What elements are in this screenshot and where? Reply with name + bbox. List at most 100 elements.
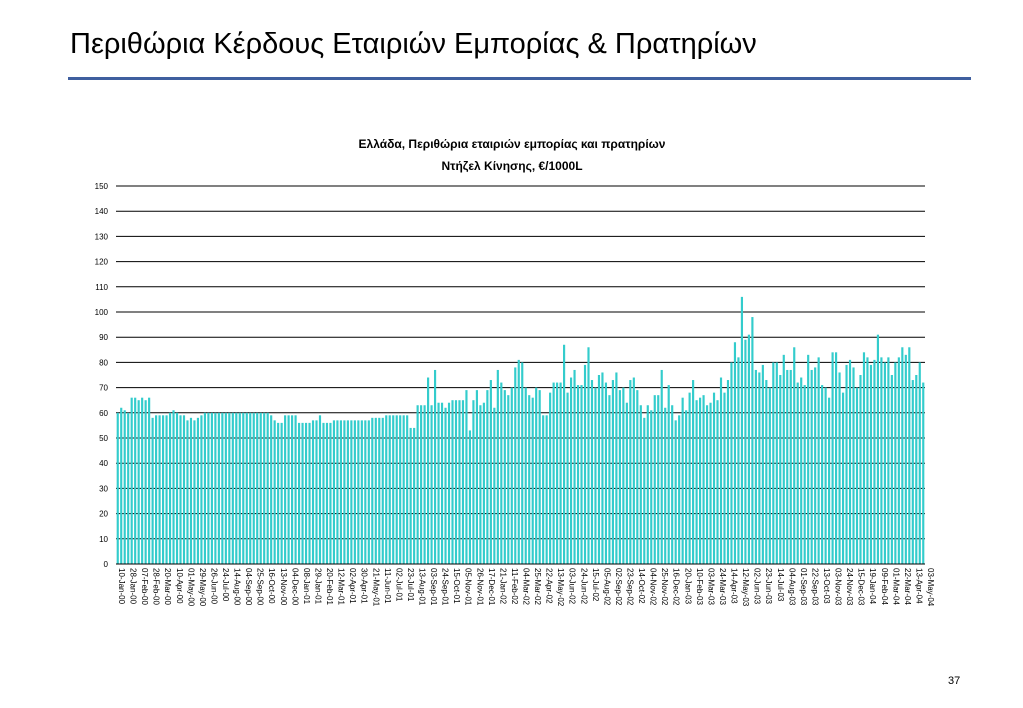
bar [692,380,695,564]
bar [702,395,705,564]
bar [231,412,234,564]
y-axis-ticks: 0 10 20 30 40 50 60 70 80 90 100 110 120 130 140 150 [95,182,109,569]
y-tick-label: 110 [95,283,108,292]
bar [385,415,388,564]
x-tick-label: 20-Jan-03 [683,568,692,605]
bar [650,410,653,564]
bar [601,372,604,564]
x-tick-label: 16-Oct-00 [267,568,276,604]
bar [371,417,374,564]
bar [322,422,325,564]
bar [165,415,168,564]
x-tick-label: 03-May-04 [926,568,935,607]
bar [904,354,907,564]
bar [325,422,329,564]
bar [894,362,897,564]
bar [395,415,398,564]
x-tick-label: 14-Apr-03 [730,568,739,604]
bar [751,317,754,564]
y-tick-label: 10 [99,535,108,544]
bar [343,420,346,564]
bar [848,359,852,564]
y-tick-label: 140 [95,207,109,216]
bar [339,420,342,564]
bar [622,387,625,564]
bar [625,402,628,564]
x-tick-label: 12-May-03 [741,568,750,607]
bar [807,354,810,564]
bar [681,397,684,564]
bar [472,400,475,564]
x-tick-label: 25-Sep-00 [256,568,265,606]
bar [346,420,349,564]
bar [880,357,883,564]
y-tick-label: 60 [99,409,108,418]
x-tick-label: 14-Oct-02 [637,568,646,604]
x-tick-label: 03-Jun-02 [568,568,577,605]
y-tick-label: 90 [99,333,108,342]
bar [158,415,161,564]
bar [744,339,747,564]
bar [423,405,426,564]
bar [814,367,817,564]
bar [427,377,430,564]
bar [517,359,520,564]
bar [535,387,538,564]
x-tick-label: 24-Jun-02 [579,568,588,605]
chart-subtitle: Ντήζελ Κίνησης, €/1000L [441,159,582,173]
bar [364,420,367,564]
bar [699,397,702,564]
bar [549,392,552,564]
bar [134,397,137,564]
bar [489,380,492,564]
bar [639,405,642,564]
bar [559,382,562,564]
bar [636,390,639,564]
bar [256,412,259,564]
bar [576,385,580,564]
bar [695,400,698,564]
bar [597,375,601,564]
bar [127,412,130,564]
x-tick-label: 22-Mar-04 [903,568,912,605]
bar [897,357,900,564]
bar [144,400,147,564]
x-tick-label: 13-May-02 [556,568,565,607]
bar [824,387,827,564]
bar [235,412,238,564]
bar [810,369,813,564]
bars [116,296,925,564]
x-tick-label: 21-Jan-02 [498,568,507,605]
bar [611,380,614,564]
bar [901,347,904,564]
x-tick-label: 24-Sep-01 [441,568,450,606]
bar [263,412,266,564]
bar [186,420,189,564]
y-tick-label: 40 [99,459,108,468]
bar [493,407,496,564]
bar [862,352,866,564]
y-tick-label: 100 [95,308,109,317]
bar [284,415,287,564]
x-tick-label: 10-Jan-00 [117,568,126,605]
bar [646,405,649,564]
bar [116,412,119,564]
bar [740,296,744,564]
bar [392,415,395,564]
x-tick-label: 03-Mar-03 [706,568,715,605]
bar [437,402,440,564]
y-tick-label: 70 [99,384,108,393]
x-tick-label: 20-Mar-00 [163,568,172,605]
bar [918,362,921,564]
bar [514,367,517,564]
bar [245,412,248,564]
x-tick-label: 15-Dec-03 [857,568,866,606]
bar [580,385,583,564]
bar [155,415,158,564]
bar [719,377,723,564]
bar [803,385,806,564]
bar [224,412,227,564]
bar [569,377,573,564]
bar [451,400,454,564]
x-tick-label: 22-Apr-02 [545,568,554,604]
